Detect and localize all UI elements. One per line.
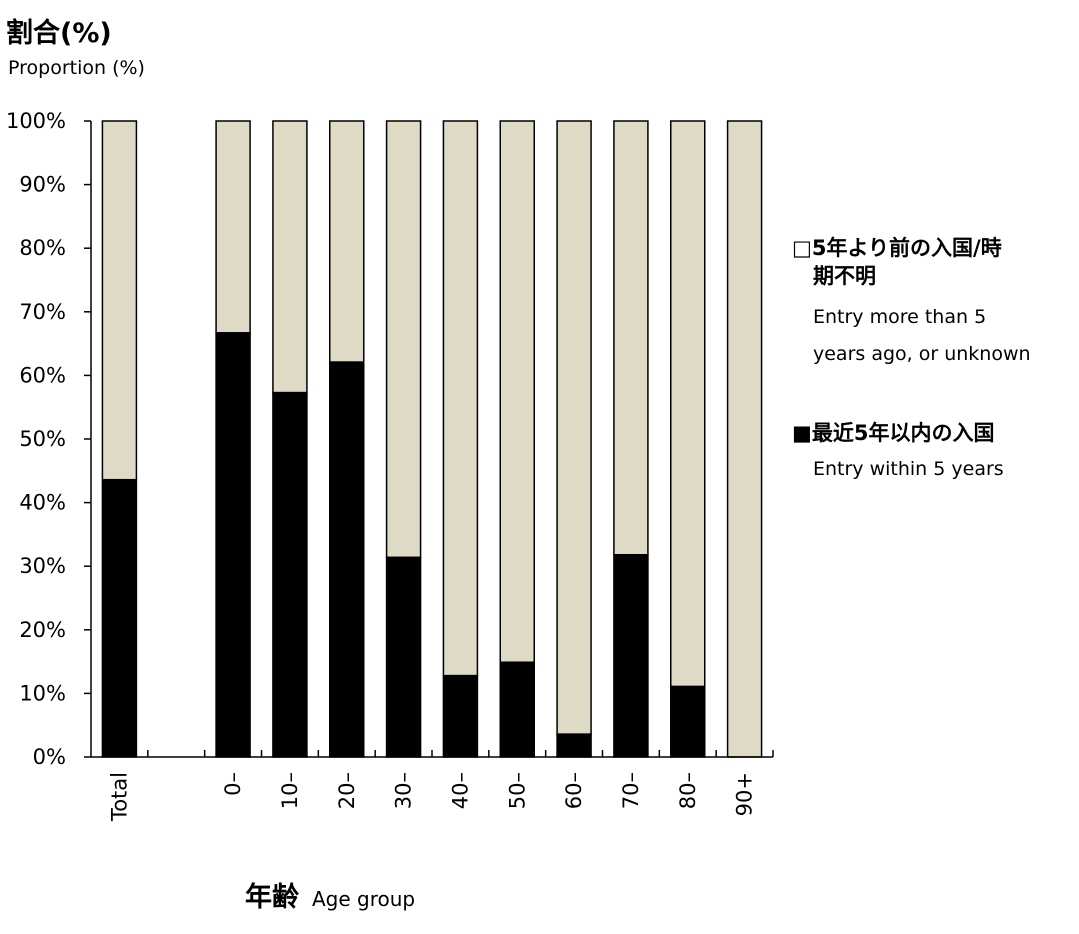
y-tick-label: 80% bbox=[19, 236, 66, 260]
y-tick-label: 90% bbox=[19, 173, 66, 197]
x-category-label-30: 30– bbox=[392, 772, 416, 809]
x-category-label-80: 80– bbox=[676, 772, 700, 809]
legend-label-entry-within-5-years-en: Entry within 5 years bbox=[813, 458, 1004, 480]
bar-segment-earlier-or-unknown-80 bbox=[670, 120, 706, 688]
y-tick-label: 30% bbox=[19, 554, 66, 578]
bar-segment-within-5-years-70 bbox=[613, 554, 649, 758]
bar-segment-within-5-years-20 bbox=[329, 361, 365, 758]
legend-label-entry-earlier-line1: □5年より前の入国/時 bbox=[792, 236, 1002, 260]
bar-segment-within-5-years-0 bbox=[215, 332, 251, 758]
y-axis-title-jp: 割合(%) bbox=[6, 17, 112, 49]
x-category-label-90+: 90+ bbox=[733, 772, 757, 816]
legend-label-entry-earlier-en-line1: Entry more than 5 bbox=[813, 306, 986, 328]
bar-segment-earlier-or-unknown-90+ bbox=[726, 120, 763, 758]
x-category-label-60: 60– bbox=[562, 772, 586, 809]
y-tick-label: 50% bbox=[19, 427, 66, 451]
bar-segment-earlier-or-unknown-40 bbox=[442, 120, 479, 677]
x-category-label-40: 40– bbox=[448, 772, 472, 809]
x-category-label-total: Total bbox=[107, 772, 131, 822]
y-tick-label: 70% bbox=[19, 300, 66, 324]
y-axis-title-en: Proportion (%) bbox=[8, 57, 145, 79]
bar-segment-earlier-or-unknown-30 bbox=[385, 120, 422, 559]
bar-segment-earlier-or-unknown-total bbox=[101, 120, 138, 481]
x-category-label-70: 70– bbox=[619, 772, 643, 809]
bar-segment-within-5-years-40 bbox=[442, 674, 479, 758]
bar-segment-earlier-or-unknown-20 bbox=[329, 120, 365, 363]
bar-segment-earlier-or-unknown-0 bbox=[215, 120, 251, 334]
legend-label-entry-earlier-line2: 期不明 bbox=[813, 264, 876, 288]
x-category-label-50: 50– bbox=[505, 772, 529, 809]
x-axis-title-en: Age group bbox=[312, 887, 415, 911]
bar-segment-within-5-years-60 bbox=[556, 733, 592, 758]
x-category-label-20: 20– bbox=[335, 772, 359, 809]
y-tick-label: 20% bbox=[19, 618, 66, 642]
bar-segment-earlier-or-unknown-60 bbox=[556, 120, 592, 735]
bar-segment-earlier-or-unknown-70 bbox=[613, 120, 649, 556]
bar-segment-within-5-years-50 bbox=[499, 661, 535, 758]
y-tick-label: 0% bbox=[33, 745, 66, 769]
x-axis-title-jp: 年齢 bbox=[245, 881, 299, 913]
bar-segment-within-5-years-total bbox=[101, 478, 138, 758]
y-tick-label: 40% bbox=[19, 491, 66, 515]
y-tick-label: 10% bbox=[19, 681, 66, 705]
y-tick-label: 60% bbox=[19, 363, 66, 387]
bar-segment-earlier-or-unknown-10 bbox=[272, 120, 308, 394]
x-category-label-10: 10– bbox=[278, 772, 302, 809]
bar-segment-within-5-years-10 bbox=[272, 391, 308, 758]
bar-segment-within-5-years-80 bbox=[670, 685, 706, 758]
legend-label-entry-within-5-years: ■最近5年以内の入国 bbox=[792, 421, 994, 445]
legend-label-entry-earlier-en-line2: years ago, or unknown bbox=[813, 343, 1031, 365]
bar-segment-within-5-years-30 bbox=[385, 556, 422, 758]
x-category-label-0: 0– bbox=[221, 772, 245, 796]
y-tick-label: 100% bbox=[6, 109, 66, 133]
bar-segment-earlier-or-unknown-50 bbox=[499, 120, 535, 663]
